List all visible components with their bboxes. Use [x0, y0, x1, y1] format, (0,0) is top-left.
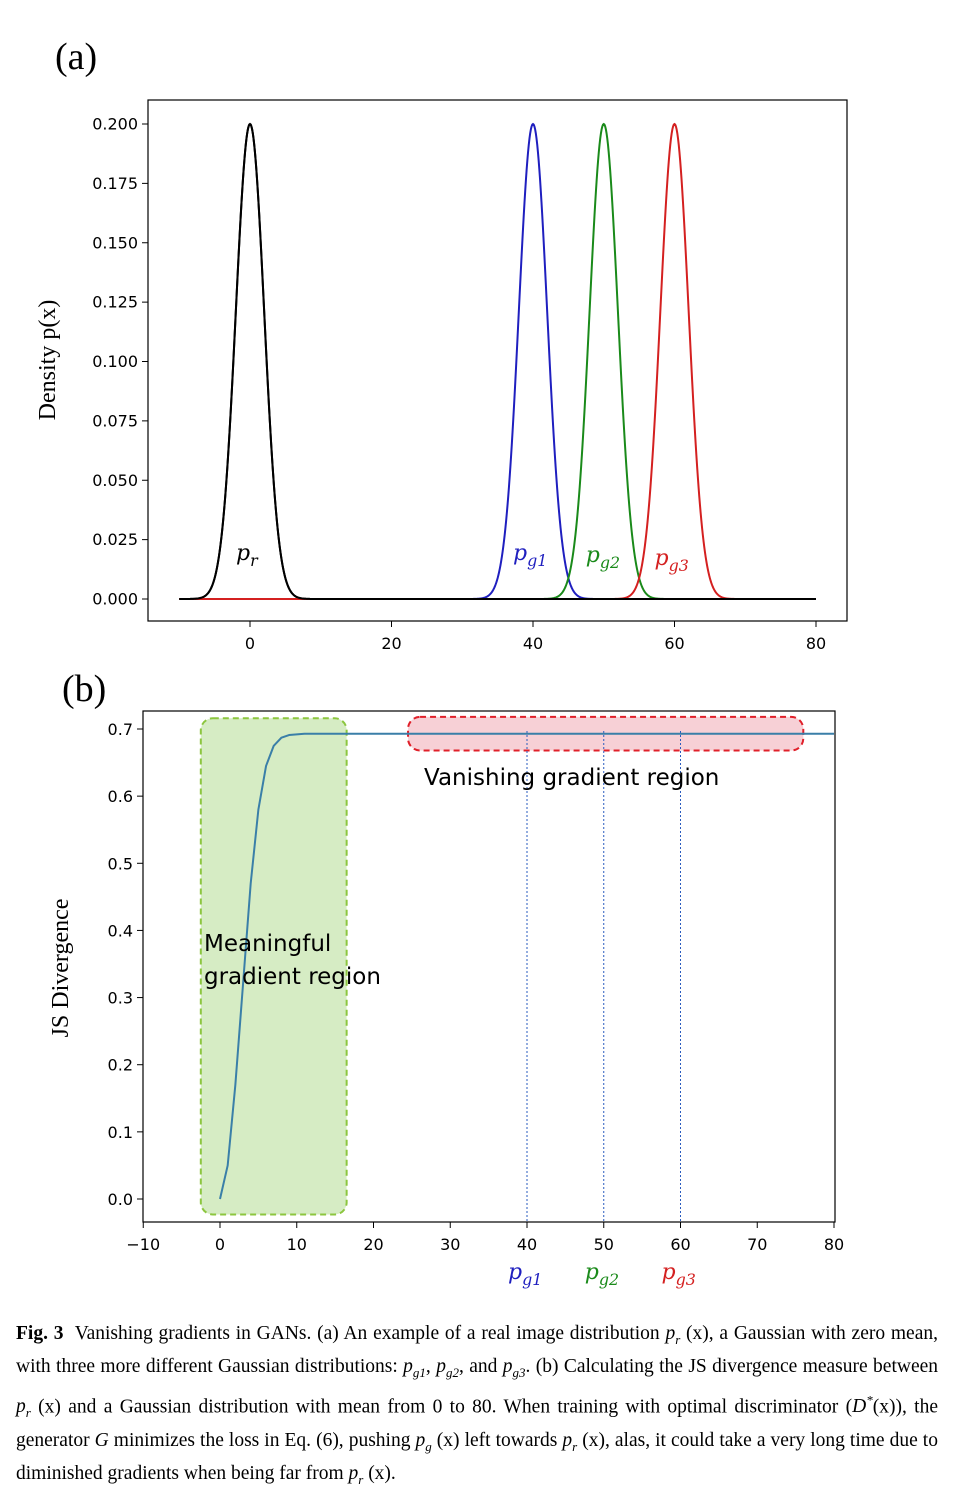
panel-b-label: (b) [62, 668, 107, 710]
caption-symbol-p: pg2 [436, 1356, 459, 1381]
series-line-p_r-top [179, 122, 816, 600]
y-tick-label: 0.000 [92, 590, 138, 609]
series-line-p_g1 [179, 122, 816, 600]
y-tick-label: 0.5 [108, 854, 133, 873]
y-tick-label: 0.3 [108, 989, 133, 1008]
caption-symbol-g: G [94, 1429, 109, 1451]
y-tick-label: 0.200 [92, 115, 138, 134]
x-tick-label: 40 [517, 1235, 537, 1254]
x-tick-label: 60 [664, 634, 684, 653]
x-tick-label: 40 [523, 634, 543, 653]
vline-label-g2: pg2 [585, 1260, 619, 1289]
y-tick-label: 0.075 [92, 411, 138, 430]
caption-symbol-p: pr [562, 1429, 578, 1454]
x-tick-label: 20 [363, 1235, 383, 1254]
vline-label-g3: pg3 [662, 1260, 696, 1289]
panel-a-label: (a) [55, 36, 98, 78]
y-tick-label: 0.1 [108, 1123, 133, 1142]
figure-caption: Fig. 3 Vanishing gradients in GANs. (a) … [16, 1320, 938, 1494]
y-tick-label: 0.4 [108, 921, 133, 940]
series-label-p_g3: pg3 [655, 546, 689, 575]
caption-symbol-p: pg1 [403, 1356, 426, 1381]
caption-symbol-p: pg [415, 1429, 432, 1454]
series-label-p_r: pr [236, 541, 259, 570]
meaningful-region-text: Meaningful [204, 931, 331, 957]
figure-canvas: 0.0000.0250.0500.0750.1000.1250.1500.175… [35, 99, 848, 1289]
x-tick-label: 70 [747, 1235, 767, 1254]
region-meaningful [199, 717, 348, 1216]
y-tick-label: 0.125 [92, 293, 138, 312]
series-label-p_g1: pg1 [513, 541, 547, 570]
x-tick-label: −10 [126, 1235, 160, 1254]
series-label-p_g2: pg2 [586, 543, 620, 572]
y-tick-label: 0.175 [92, 174, 138, 193]
y-axis-label: JS Divergence [48, 899, 74, 1038]
caption-symbol-p: pr [16, 1396, 31, 1421]
js-divergence-line [219, 732, 834, 1200]
caption-symbol-p: pr [348, 1463, 364, 1488]
x-tick-label: 10 [287, 1235, 307, 1254]
y-tick-label: 0.6 [108, 787, 133, 806]
caption-symbol-p: pr [665, 1323, 681, 1347]
y-tick-label: 0.2 [108, 1056, 133, 1075]
y-tick-label: 0.050 [92, 471, 138, 490]
meaningful-region-text: gradient region [204, 964, 381, 990]
series-line-p_r [179, 122, 816, 600]
y-tick-label: 0.025 [92, 530, 138, 549]
caption-text: Vanishing gradients in GANs. (a) An exam… [16, 1323, 939, 1488]
x-tick-label: 50 [594, 1235, 614, 1254]
x-tick-label: 20 [381, 634, 401, 653]
caption-fig-number: Fig. 3 [16, 1323, 64, 1344]
x-tick-label: 0 [245, 634, 255, 653]
series-line-p_g2 [179, 122, 816, 600]
x-tick-label: 60 [670, 1235, 690, 1254]
caption-symbol-d: D* [852, 1392, 873, 1418]
chart-a: 0.000 0.025 0.050 0.075 0.100 0.125 0.150 0.175… [35, 99, 848, 653]
chart-b-frame [142, 710, 836, 1223]
vline-label-g1: pg1 [508, 1260, 542, 1289]
x-tick-label: 80 [806, 634, 826, 653]
y-axis-label: Density p(x) [35, 300, 61, 421]
chart-a-frame [147, 99, 848, 622]
y-tick-label: 0.150 [92, 233, 138, 252]
x-tick-label: 0 [215, 1235, 225, 1254]
y-tick-label: 0.7 [108, 720, 133, 739]
caption-symbol-p: pg3 [502, 1356, 526, 1381]
y-tick-label: 0.100 [92, 352, 138, 371]
series-line-p_g3 [179, 122, 816, 600]
chart-b: pg1 pg2 pg3 Meaningful gradient region Vanish… [48, 710, 844, 1289]
y-tick-label: 0.0 [108, 1190, 133, 1209]
vanishing-region-text: Vanishing gradient region [424, 765, 719, 791]
x-tick-label: 80 [824, 1235, 844, 1254]
x-tick-label: 30 [440, 1235, 460, 1254]
